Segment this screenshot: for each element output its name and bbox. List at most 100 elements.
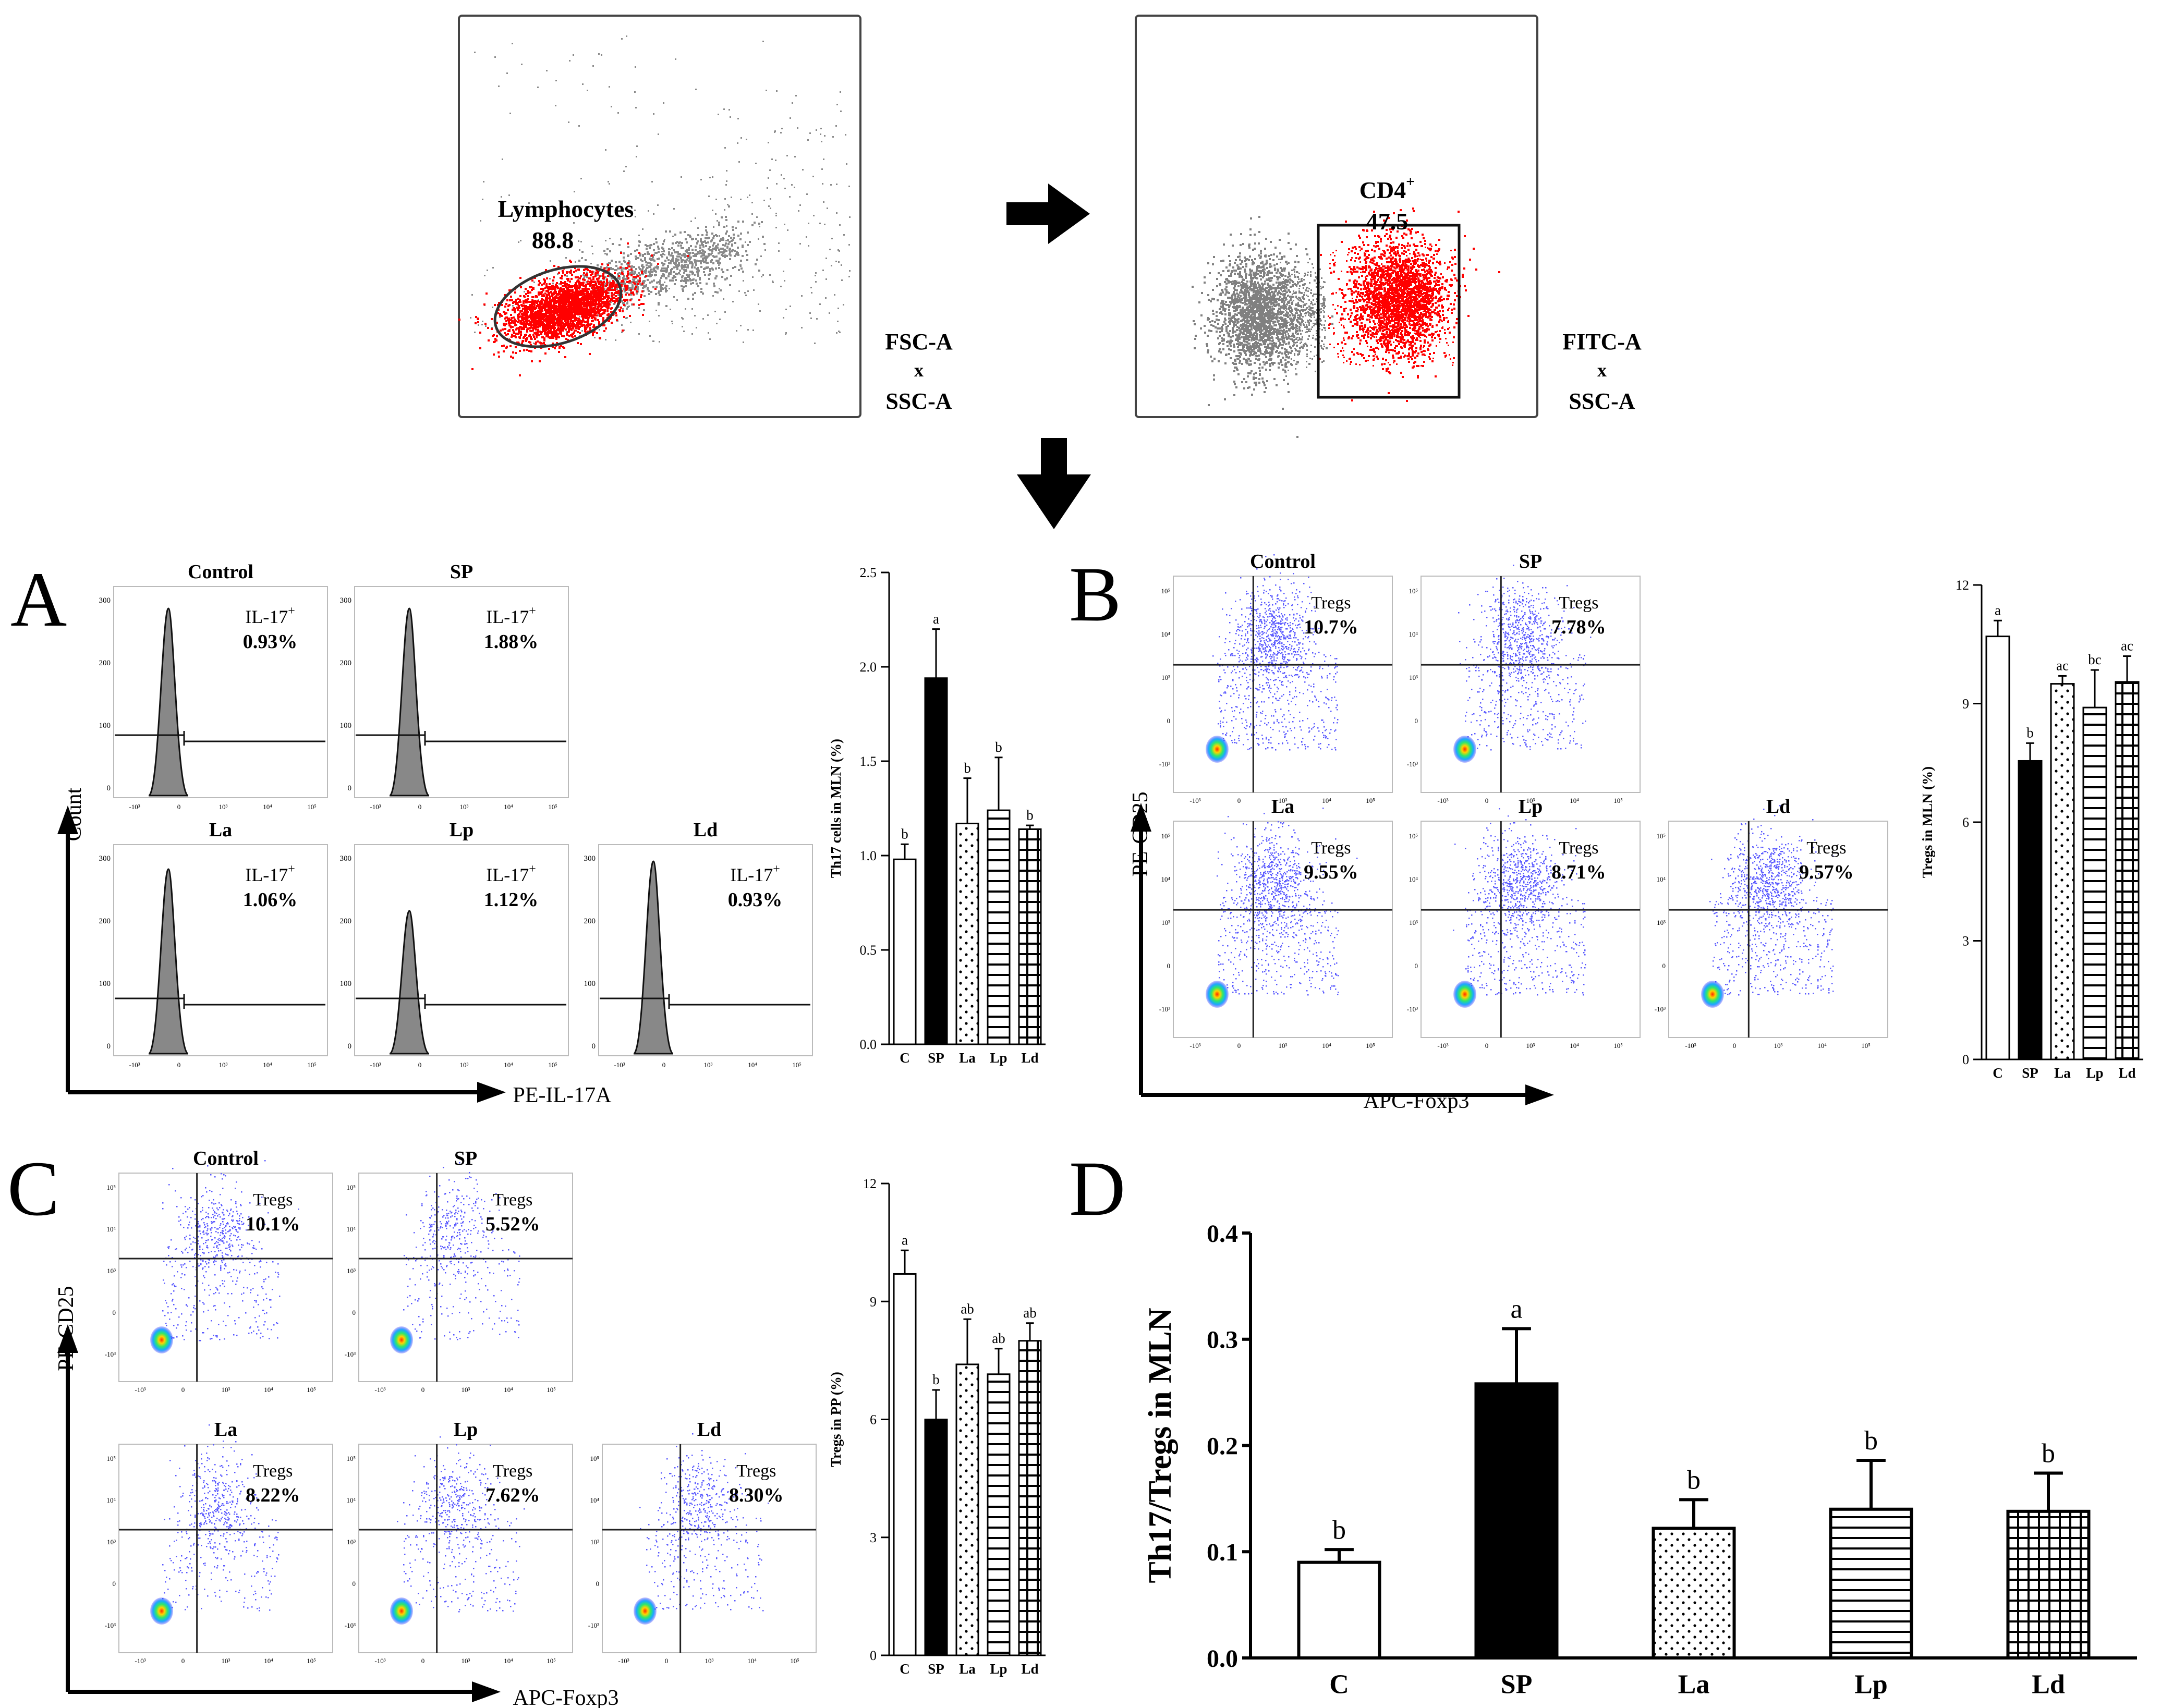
bar-c	[893, 858, 917, 1045]
histogram-y-tick: 100	[340, 980, 352, 988]
histogram-x-tick: -10³	[370, 803, 381, 811]
y-tick-label: 0	[870, 1648, 877, 1663]
tregs-value: 9.55%	[1304, 861, 1358, 883]
dotplot-x-tick: 10⁵	[307, 1386, 316, 1394]
marker-label: IL-17+	[730, 862, 780, 885]
gating-strategy: Lymphocytes 88.8 FSC-A x SSC-A CD4+ 47.5…	[458, 15, 1642, 529]
significance-letter: a	[1510, 1295, 1522, 1324]
histogram-x-tick: 0	[418, 803, 422, 811]
dotplot-x-tick: 0	[421, 1657, 425, 1665]
sample-name: Ld	[1766, 796, 1790, 818]
dotplot-x-tick: 10³	[705, 1657, 714, 1665]
y-tick-label: 9	[870, 1294, 877, 1309]
sample-name: Lp	[450, 819, 474, 841]
panel-c-dotplots: -10³ -10³ 0 0 10³ 10³ 10⁴ 10⁴ 10⁵ 10⁵ Control Tregs…	[54, 1148, 817, 1708]
category-label: La	[959, 1050, 976, 1066]
cd4-value: 47.5	[1366, 208, 1409, 235]
dotplot-y-tick: 10⁴	[346, 1225, 356, 1233]
dotplot-x-tick: 0	[1485, 797, 1489, 804]
category-label: Ld	[1021, 1661, 1038, 1677]
dotplot-sp: -10³ -10³ 0 0 10³ 10³ 10⁴ 10⁴ 10⁵ 10⁵ SP Tregs 5.52%	[345, 1148, 573, 1394]
y-tick-label: 0	[1962, 1052, 1969, 1067]
dotplot-frame	[602, 1444, 817, 1653]
category-label: SP	[1501, 1670, 1533, 1700]
dotplot-y-tick: 0	[353, 1580, 356, 1588]
dotplot-y-tick: -10³	[1407, 1005, 1418, 1013]
dotplot-ld: -10³ -10³ 0 0 10³ 10³ 10⁴ 10⁴ 10⁵ 10⁵ Ld Tregs 9.57%	[1655, 796, 1888, 1050]
dotplot-y-tick: 10⁴	[1409, 630, 1418, 638]
histogram-x-tick: -10³	[370, 1061, 381, 1069]
significance-letter: ac	[2056, 658, 2069, 674]
histogram-x-tick: 0	[418, 1061, 422, 1069]
histogram-y-tick: 100	[340, 722, 352, 730]
histogram-y-tick: 300	[340, 855, 352, 863]
bar-sp	[924, 1419, 948, 1656]
y-tick-label: 12	[1956, 578, 1969, 593]
dotplot-sp: -10³ -10³ 0 0 10³ 10³ 10⁴ 10⁴ 10⁵ 10⁵ SP Tregs 7.78%	[1407, 551, 1641, 804]
histogram-y-tick: 300	[340, 596, 352, 605]
significance-letter: ac	[2121, 638, 2133, 654]
marker-label: IL-17+	[486, 604, 536, 627]
dotplot-y-tick: 10⁴	[1409, 875, 1418, 883]
sample-name: La	[214, 1419, 237, 1441]
dotplot-x-tick: -10³	[1189, 1042, 1200, 1050]
histogram-x-tick: 10⁴	[748, 1061, 757, 1069]
dotplot-x-tick: 0	[421, 1386, 425, 1394]
cd4-gate	[1317, 224, 1461, 399]
dotplot-y-tick: 10⁵	[1409, 587, 1418, 595]
histogram-y-tick: 300	[584, 855, 596, 863]
histogram-sp: 0 100 200 300 -10³ 0 10³ 10⁴ 10⁵ SP IL-17+ 1.88%	[340, 561, 569, 811]
histogram-x-tick: -10³	[129, 803, 140, 811]
dotplot-x-tick: 10⁴	[1322, 1042, 1331, 1050]
dotplot-lp: -10³ -10³ 0 0 10³ 10³ 10⁴ 10⁴ 10⁵ 10⁵ Lp Tregs 8.71%	[1407, 796, 1641, 1050]
tregs-label: Tregs	[493, 1190, 532, 1210]
histogram-frame	[113, 844, 328, 1056]
bar-la	[955, 1363, 979, 1656]
dotplot-x-tick: 10⁴	[1817, 1042, 1827, 1050]
histogram-peak	[389, 607, 430, 797]
significance-letter: b	[964, 760, 971, 776]
histogram-peak	[633, 860, 674, 1055]
dotplot-la: -10³ -10³ 0 0 10³ 10³ 10⁴ 10⁴ 10⁵ 10⁵ La Tregs 9.55%	[1159, 796, 1393, 1050]
dotplot-x-tick: 0	[1733, 1042, 1737, 1050]
axis-label-pe-cd25: PE-CD25	[54, 1286, 78, 1371]
y-tick-label: 0.3	[1207, 1326, 1238, 1354]
histogram-x-tick: 10⁴	[263, 1061, 272, 1069]
axis-label-pe-cd25: PE-CD25	[1128, 791, 1152, 876]
y-tick-label: 0.0	[1207, 1645, 1238, 1673]
dotplot-y-tick: 10³	[1409, 919, 1418, 926]
histogram-peak	[148, 607, 189, 797]
category-label: Ld	[2032, 1670, 2065, 1700]
dotplot-x-tick: 10⁴	[1570, 797, 1579, 804]
category-label: La	[2054, 1065, 2071, 1081]
histogram-x-tick: 10³	[219, 1061, 228, 1069]
arrow-up-icon	[57, 1324, 78, 1353]
significance-letter: a	[1995, 602, 2001, 618]
category-label: C	[900, 1050, 910, 1066]
histogram-y-tick: 0	[348, 784, 352, 792]
tregs-label: Tregs	[253, 1190, 293, 1210]
tregs-value: 8.71%	[1551, 861, 1606, 883]
dotplot-x-tick: -10³	[1685, 1042, 1696, 1050]
dotplot-y-tick: 10³	[590, 1538, 599, 1546]
dotplot-x-tick: -10³	[135, 1657, 145, 1665]
category-label: Lp	[990, 1050, 1007, 1066]
dotplot-x-tick: 10⁵	[1861, 1042, 1871, 1050]
tregs-label: Tregs	[1806, 838, 1846, 858]
sample-name: Control	[188, 561, 253, 583]
bar-lp	[987, 809, 1011, 1045]
gating-1-axis-y: SSC-A	[885, 388, 952, 414]
histogram-peak	[389, 910, 430, 1055]
dotplot-lp: -10³ -10³ 0 0 10³ 10³ 10⁴ 10⁴ 10⁵ 10⁵ Lp Tregs 7.62%	[345, 1419, 573, 1665]
category-label: Ld	[2118, 1065, 2135, 1081]
dotplot-x-tick: -10³	[135, 1386, 145, 1394]
significance-letter: b	[2026, 725, 2034, 741]
marker-label: IL-17+	[245, 862, 295, 885]
dotplot-y-tick: 10⁵	[1161, 587, 1170, 595]
histogram-x-tick: 10⁴	[504, 803, 513, 811]
dotplot-y-tick: 10⁴	[106, 1496, 116, 1504]
histogram-ld: 0 100 200 300 -10³ 0 10³ 10⁴ 10⁵ Ld IL-17+ 0.93%	[584, 819, 813, 1069]
dotplot-x-tick: 10³	[462, 1386, 470, 1394]
bar-sp	[924, 677, 948, 1045]
y-tick-label: 2.0	[860, 660, 877, 675]
